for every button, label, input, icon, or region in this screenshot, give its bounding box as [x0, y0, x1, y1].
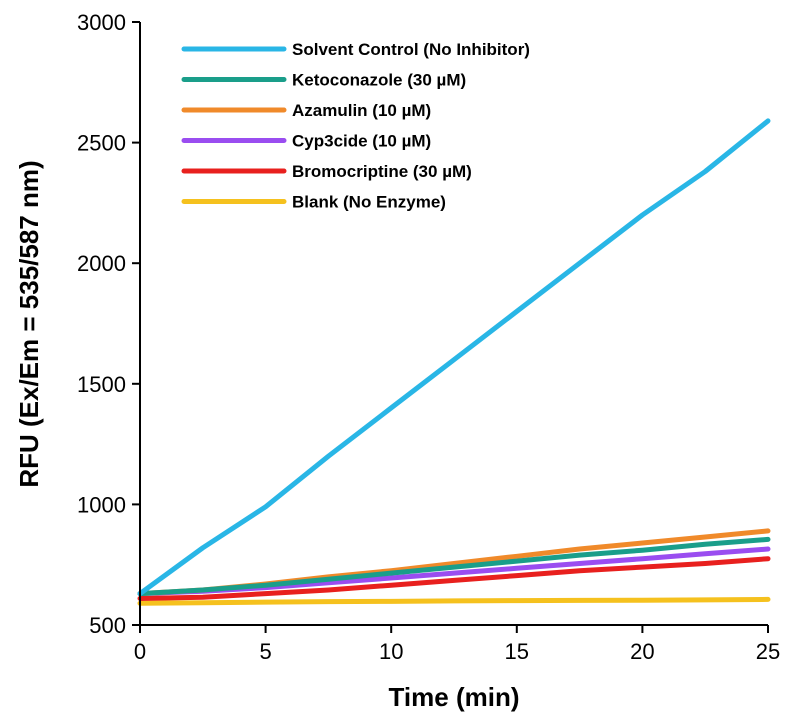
x-tick-label: 10: [379, 639, 403, 664]
y-axis-title: RFU (Ex/Em = 535/587 nm): [14, 160, 44, 487]
legend: Solvent Control (No Inhibitor) Ketoconazo…: [181, 40, 530, 212]
y-tick-label: 2500: [77, 131, 126, 156]
x-tick-label: 0: [134, 639, 146, 664]
x-tick-label: 20: [630, 639, 654, 664]
y-tick-label: 500: [89, 613, 126, 638]
x-tick-label: 15: [505, 639, 529, 664]
y-tick-label: 3000: [77, 10, 126, 35]
legend-label: Cyp3cide (10 µM): [292, 132, 431, 151]
legend-label: Blank (No Enzyme): [292, 193, 446, 212]
ticks: 500 1000 1500 2000 2500 3000 0 5 10 15 20 25: [77, 10, 780, 664]
series-line: [137, 118, 771, 597]
y-tick-label: 1500: [77, 372, 126, 397]
series-line: [137, 596, 771, 606]
series-line: [137, 536, 771, 597]
legend-label: Solvent Control (No Inhibitor): [292, 40, 530, 59]
y-tick-label: 2000: [77, 251, 126, 276]
y-tick-label: 1000: [77, 492, 126, 517]
x-tick-label: 5: [259, 639, 271, 664]
plot-lines: [137, 118, 771, 606]
legend-label: Bromocriptine (30 µM): [292, 162, 472, 181]
axes: [139, 22, 768, 626]
x-tick-label: 25: [756, 639, 780, 664]
legend-label: Azamulin (10 µM): [292, 101, 431, 120]
x-axis-title: Time (min): [389, 682, 520, 712]
series-line: [137, 556, 771, 601]
legend-label: Ketoconazole (30 µM): [292, 71, 466, 90]
series-line: [137, 528, 771, 597]
